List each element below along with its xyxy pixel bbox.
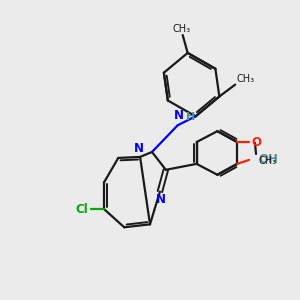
Text: N: N [134, 142, 144, 155]
Text: N: N [174, 109, 184, 122]
Text: CH₃: CH₃ [172, 24, 191, 34]
Text: CH₃: CH₃ [236, 74, 254, 84]
Text: N: N [156, 193, 166, 206]
Text: O: O [251, 136, 261, 148]
Text: Cl: Cl [76, 203, 88, 216]
Text: CH₃: CH₃ [259, 156, 277, 166]
Text: OH: OH [258, 153, 278, 167]
Text: H: H [186, 112, 195, 122]
